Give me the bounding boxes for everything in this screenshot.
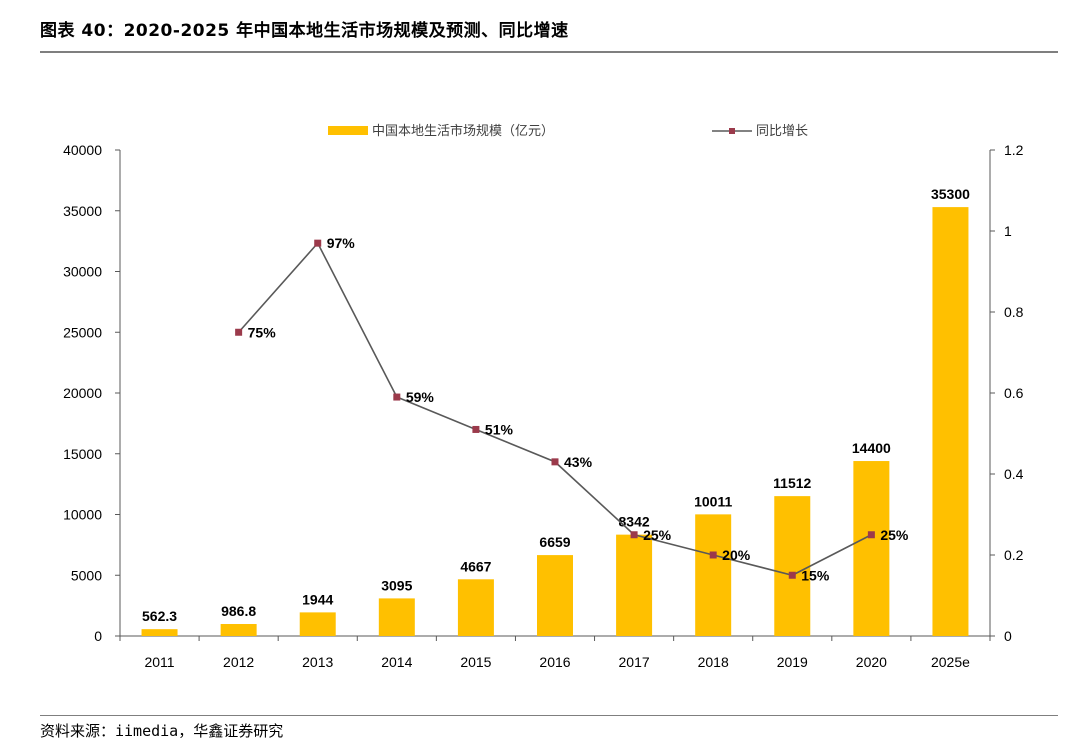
line-point: [788, 571, 796, 579]
bar-data-label: 35300: [931, 186, 970, 202]
bar-series: 562.3 986.8 1944 3095 4667 6659 8342 10011 11512…: [141, 186, 970, 637]
bar: [537, 555, 573, 636]
left-tick-label: 40000: [63, 142, 102, 158]
bar: [616, 534, 653, 636]
x-tick-label: 2025e: [931, 654, 970, 670]
left-tick-label: 20000: [63, 385, 102, 401]
chart-legend: 中国本地生活市场规模（亿元） 同比增长: [328, 123, 808, 138]
bar-data-label: 8342: [619, 514, 650, 530]
right-tick-label: 0.8: [1004, 304, 1024, 320]
bar-data-label: 10011: [694, 493, 732, 509]
left-tick-label: 0: [94, 628, 102, 644]
bar-data-label: 1944: [302, 591, 333, 607]
x-tick-label: 2018: [698, 654, 729, 670]
line-data-label: 59%: [406, 389, 435, 405]
right-tick-label: 0: [1004, 628, 1012, 644]
title-rule: [40, 51, 1058, 53]
line-data-label: 25%: [880, 527, 909, 543]
line-point: [630, 531, 638, 539]
line-data-label: 20%: [722, 547, 751, 563]
x-tick-label: 2019: [777, 654, 808, 670]
x-tick-label: 2013: [302, 654, 333, 670]
chart-axes: 0 5000 10000 15000 20000 25000 30000 35000 40000…: [63, 142, 1024, 670]
bar-data-label: 3095: [381, 577, 412, 593]
left-tick-label: 15000: [63, 446, 102, 462]
left-tick-label: 25000: [63, 324, 102, 340]
line-data-label: 25%: [643, 527, 672, 543]
bar: [141, 629, 178, 636]
line-series: 75% 97% 59% 51% 43% 25% 20% 15% 25%: [235, 235, 909, 583]
x-tick-label: 2015: [460, 654, 491, 670]
x-tick-label: 2014: [381, 654, 412, 670]
legend-bar-swatch: [328, 126, 368, 135]
right-tick-label: 0.4: [1004, 466, 1024, 482]
right-tick-label: 0.2: [1004, 547, 1024, 563]
bar-data-label: 4667: [460, 558, 491, 574]
line-point: [393, 393, 401, 401]
left-tick-label: 30000: [63, 264, 102, 280]
x-tick-label: 2017: [619, 654, 650, 670]
x-tick-label: 2016: [539, 654, 570, 670]
bar: [774, 496, 811, 636]
bar: [853, 461, 890, 636]
bar: [299, 612, 336, 636]
legend-line-marker: [729, 128, 735, 134]
bar: [457, 579, 494, 636]
legend-line-label: 同比增长: [756, 123, 808, 138]
source-rule: [40, 715, 1058, 716]
bar: [695, 514, 732, 636]
line-point: [314, 239, 322, 247]
bar: [378, 598, 415, 636]
bar: [932, 207, 969, 637]
x-tick-label: 2020: [856, 654, 887, 670]
line-data-label: 75%: [248, 324, 277, 340]
line-point: [472, 425, 480, 433]
line-point: [867, 531, 875, 539]
right-tick-label: 1.2: [1004, 142, 1024, 158]
bar-data-label: 11512: [773, 475, 811, 491]
x-tick-label: 2012: [223, 654, 254, 670]
right-tick-label: 0.6: [1004, 385, 1024, 401]
source-note: 资料来源：iimedia，华鑫证券研究: [40, 722, 284, 740]
bar-data-label: 986.8: [221, 603, 256, 619]
bar: [220, 624, 257, 636]
line-data-label: 15%: [801, 567, 830, 583]
legend-bar-label: 中国本地生活市场规模（亿元）: [372, 123, 554, 138]
right-tick-label: 1: [1004, 223, 1012, 239]
figure-title: 图表 40：2020-2025 年中国本地生活市场规模及预测、同比增速: [40, 21, 569, 41]
left-tick-label: 5000: [71, 567, 102, 583]
line-point: [551, 458, 559, 466]
line-data-label: 43%: [564, 454, 593, 470]
left-tick-label: 10000: [63, 507, 102, 523]
bar-data-label: 14400: [852, 440, 891, 456]
line-data-label: 51%: [485, 421, 514, 437]
line-point: [709, 551, 717, 559]
line-data-label: 97%: [327, 235, 356, 251]
left-tick-label: 35000: [63, 203, 102, 219]
bar-data-label: 6659: [539, 534, 570, 550]
x-tick-label: 2011: [144, 654, 174, 670]
line-point: [235, 328, 243, 336]
bar-data-label: 562.3: [142, 608, 177, 624]
